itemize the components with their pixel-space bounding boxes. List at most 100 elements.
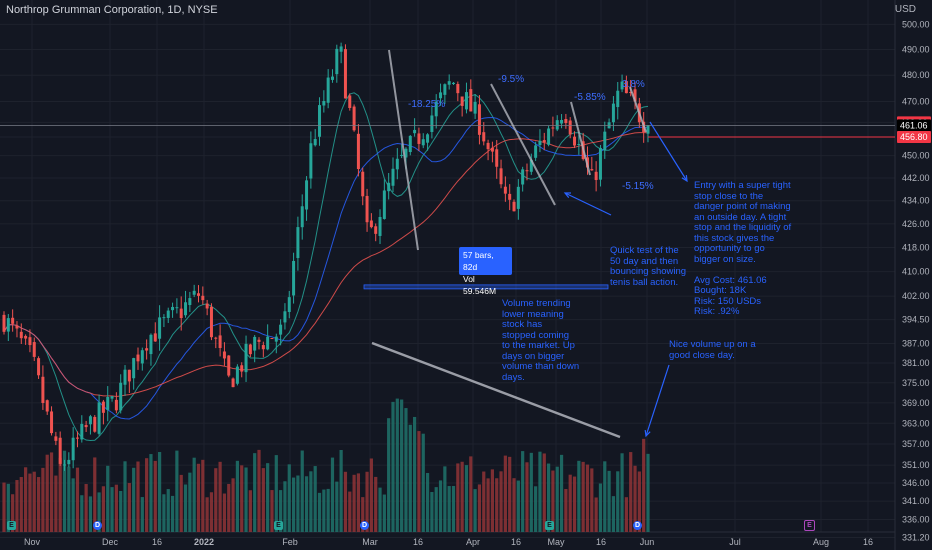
x-tick-label: 16 [511,537,521,547]
volume-bar [110,487,114,532]
candle-body [348,95,352,108]
volume-bar [170,495,175,532]
earnings-marker[interactable]: E [7,521,16,530]
candle-body [11,317,15,324]
volume-bar [594,497,598,532]
volume-bar [67,466,71,532]
volume-bar [534,486,538,532]
volume-bar [516,480,520,532]
candle-body [93,416,97,432]
candle-body [568,120,572,135]
volume-bar [209,492,214,532]
volume-bar [58,457,62,532]
volume-bar [616,471,620,532]
earnings-marker[interactable]: E [274,521,283,530]
candle-body [287,297,291,312]
volume-bar [555,466,559,532]
pct-label-5: -5.15% [622,181,654,192]
volume-bar [153,460,157,532]
volume-bar [473,489,477,532]
candle-body [512,201,516,212]
volume-bar [127,483,131,532]
volume-trend-line [371,341,621,439]
candle-body [516,186,520,209]
candle-body [145,348,149,351]
volume-bar [2,482,6,532]
volume-bar [140,497,144,532]
price-tag-label: 456.80 [900,132,928,142]
moving-average-line [3,92,649,442]
volume-bar [408,424,412,532]
volume-bar [36,477,41,532]
candle-body [495,149,499,167]
volume-bar [335,481,339,532]
volume-bar [603,461,607,532]
quick-test-arrow-head [563,192,572,199]
candle-body [590,169,594,171]
dividend-marker[interactable]: D [93,521,102,530]
candle-body [486,142,490,150]
volume-bar [542,453,546,532]
candle-body [318,105,322,137]
future-earnings-marker[interactable]: E [804,520,815,531]
candle-body [274,336,278,342]
volume-bar [71,478,75,532]
volume-bar [287,464,291,532]
nice-volume-arrow [645,364,670,437]
candle-body [603,131,607,151]
volume-bar [620,453,624,532]
volume-bar [559,454,564,532]
volume-bar [464,465,469,532]
dividend-marker[interactable]: D [360,521,369,530]
quick-test-arrow [564,192,612,216]
volume-bar [279,490,283,532]
x-tick-label: Feb [282,537,298,547]
x-tick-label: May [547,537,565,547]
volume-bar [477,484,482,532]
drawn-drop-line [490,83,556,206]
volume-bar [119,490,123,532]
candle-body [508,193,512,200]
volume-bar [365,471,369,532]
volume-bar [447,486,451,532]
volume-bar [374,476,378,532]
volume-bar [196,463,201,532]
candle-body [283,311,287,323]
candle-body [421,139,425,146]
volume-bar [525,462,529,532]
moving-average-line [3,116,649,420]
candle-body [227,355,231,376]
price-tag [897,130,931,143]
candle-body [71,437,75,461]
candle-body [37,358,41,376]
candle-body [214,337,218,339]
volume-bar [499,471,503,532]
candle-body [101,401,105,413]
earnings-marker[interactable]: E [545,521,554,530]
dividend-marker[interactable]: D [633,521,642,530]
candle-body [378,216,382,236]
candle-body [382,190,386,219]
y-tick-label: 381.00 [902,358,930,368]
volume-bar [400,399,404,532]
volume-bar [378,487,382,532]
y-tick-label: 470.00 [902,96,930,106]
note-entry: Entry with a super tight stop close to t… [694,180,792,317]
volume-bar [88,496,93,532]
y-tick-label: 410.00 [902,267,930,277]
candle-body [356,133,360,170]
candle-body [534,145,538,158]
pct-label-3: -5.85% [574,92,606,103]
y-tick-label: 450.00 [902,151,930,161]
volume-bar [162,494,166,532]
volume-bar [157,452,162,532]
volume-bar [11,494,15,532]
volume-bar [460,461,464,532]
volume-bar [179,474,183,532]
candle-body [542,140,546,143]
range-tooltip[interactable]: 57 bars, 82d Vol 59.546M [459,247,512,296]
volume-bar [568,474,572,532]
volume-bar [240,465,244,532]
candle-body [127,369,131,382]
